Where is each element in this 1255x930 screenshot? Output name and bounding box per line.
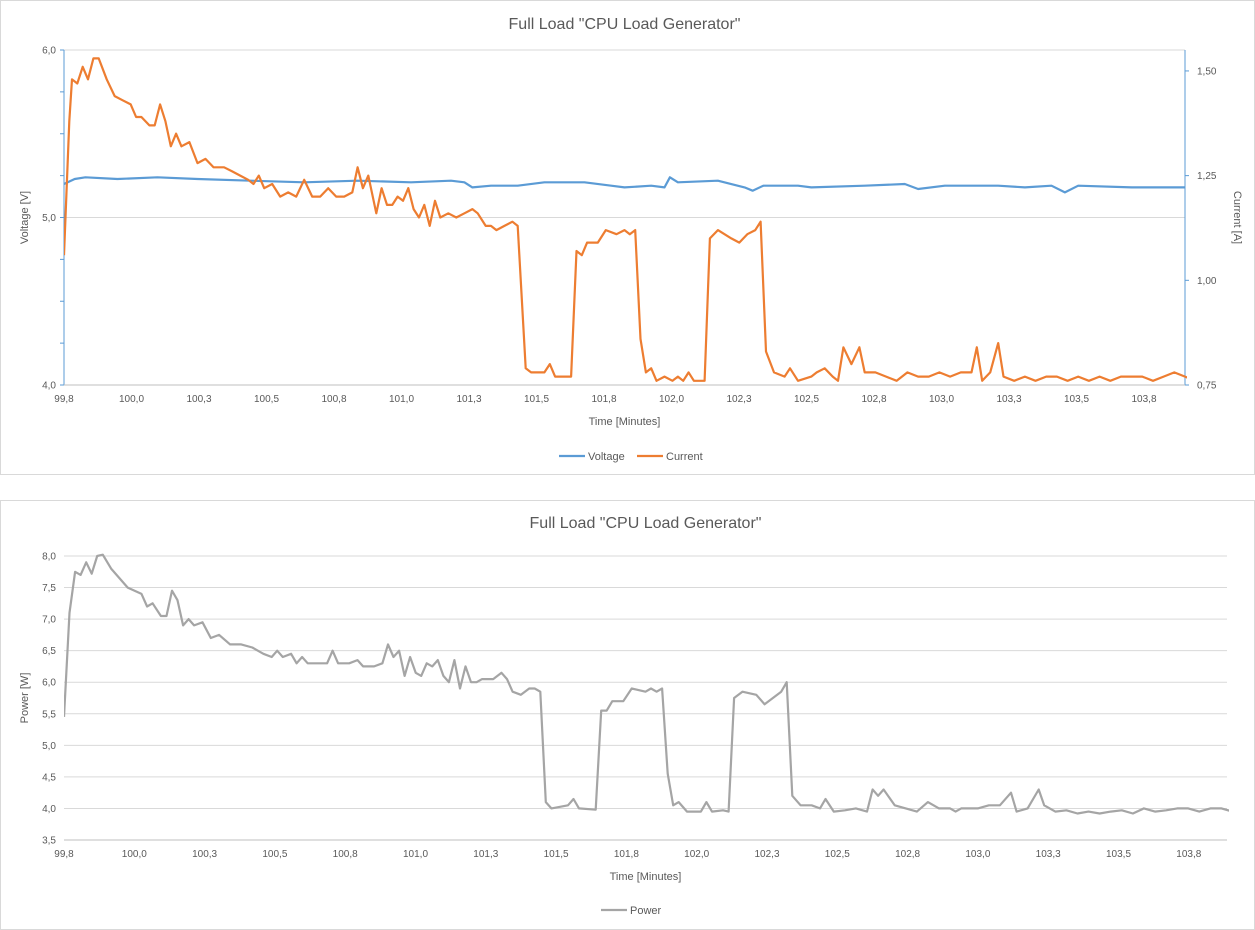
x-tick-label: 102,0	[659, 394, 684, 405]
x-tick-label: 103,3	[996, 394, 1021, 405]
x-tick-label: 101,8	[614, 849, 639, 860]
legend-label-voltage: Voltage	[588, 451, 625, 463]
series-line-voltage	[64, 176, 1185, 194]
x-tick-label: 101,5	[524, 394, 549, 405]
x-tick-label: 100,0	[122, 849, 147, 860]
x-tick-label: 102,8	[861, 394, 886, 405]
y2-tick-label: 1,50	[1197, 66, 1217, 77]
y-tick-label: 5,5	[42, 709, 56, 720]
x-tick-label: 102,8	[895, 849, 920, 860]
x-tick-label: 102,0	[684, 849, 709, 860]
x-tick-label: 103,0	[929, 394, 954, 405]
x-tick-label: 103,8	[1176, 849, 1201, 860]
x-tick-label: 101,3	[456, 394, 481, 405]
y-tick-label: 8,0	[42, 552, 56, 563]
x-tick-label: 102,3	[754, 849, 779, 860]
x-tick-label: 103,8	[1131, 394, 1156, 405]
x-axis-title: Time [Minutes]	[610, 871, 682, 883]
x-tick-label: 100,5	[262, 849, 287, 860]
y-tick-label: 6,0	[42, 46, 56, 57]
series-line-current	[64, 57, 1187, 382]
y-axis-title: Power [W]	[19, 673, 31, 724]
x-tick-label: 102,5	[794, 394, 819, 405]
x-tick-label: 101,8	[591, 394, 616, 405]
y-tick-label: 6,5	[42, 646, 56, 657]
power-chart: Full Load "CPU Load Generator" 3,5 4,0 4,5 5…	[19, 515, 1229, 917]
x-tick-label: 101,0	[389, 394, 414, 405]
y2-tick-label: 1,25	[1197, 171, 1217, 182]
x-axis-title: Time [Minutes]	[589, 416, 661, 428]
x-tick-label: 99,8	[54, 394, 74, 405]
y2-tick-label: 0,75	[1197, 381, 1217, 392]
x-tick-label: 100,8	[333, 849, 358, 860]
y-tick-label: 4,0	[42, 804, 56, 815]
x-tick-label: 101,5	[544, 849, 569, 860]
chart-title: Full Load "CPU Load Generator"	[509, 16, 741, 33]
x-tick-label: 103,5	[1064, 394, 1089, 405]
x-tick-label: 101,0	[403, 849, 428, 860]
y-tick-label: 7,5	[42, 583, 56, 594]
series-line-power	[64, 553, 1229, 815]
x-tick-label: 100,5	[254, 394, 279, 405]
y-tick-label: 7,0	[42, 615, 56, 626]
x-tick-label: 100,3	[192, 849, 217, 860]
x-tick-label: 102,3	[726, 394, 751, 405]
y-tick-label: 5,0	[42, 741, 56, 752]
y2-axis-title: Current [A]	[1231, 191, 1243, 244]
x-tick-label: 100,3	[186, 394, 211, 405]
legend-label-power: Power	[630, 905, 662, 917]
y-tick-label: 4,0	[42, 381, 56, 392]
x-tick-label: 102,5	[825, 849, 850, 860]
y-tick-label: 6,0	[42, 678, 56, 689]
chart-title: Full Load "CPU Load Generator"	[530, 515, 762, 532]
y-axis-title: Voltage [V]	[19, 191, 31, 244]
y2-tick-label: 1,00	[1197, 276, 1217, 287]
legend-label-current: Current	[666, 451, 703, 463]
voltage-current-chart: Full Load "CPU Load Generator" 4,0 5,0 6,0 0…	[19, 16, 1243, 463]
x-tick-label: 99,8	[54, 849, 74, 860]
x-tick-label: 100,8	[321, 394, 346, 405]
x-tick-label: 103,5	[1106, 849, 1131, 860]
x-tick-label: 103,3	[1036, 849, 1061, 860]
x-tick-label: 100,0	[119, 394, 144, 405]
voltage-current-chart-panel: Full Load "CPU Load Generator" 4,0 5,0 6,0 0…	[0, 0, 1255, 475]
y-tick-label: 4,5	[42, 772, 56, 783]
y-tick-label: 5,0	[42, 213, 56, 224]
x-tick-label: 103,0	[965, 849, 990, 860]
y-tick-label: 3,5	[42, 836, 56, 847]
x-tick-label: 101,3	[473, 849, 498, 860]
power-chart-panel: Full Load "CPU Load Generator" 3,5 4,0 4,5 5…	[0, 500, 1255, 930]
